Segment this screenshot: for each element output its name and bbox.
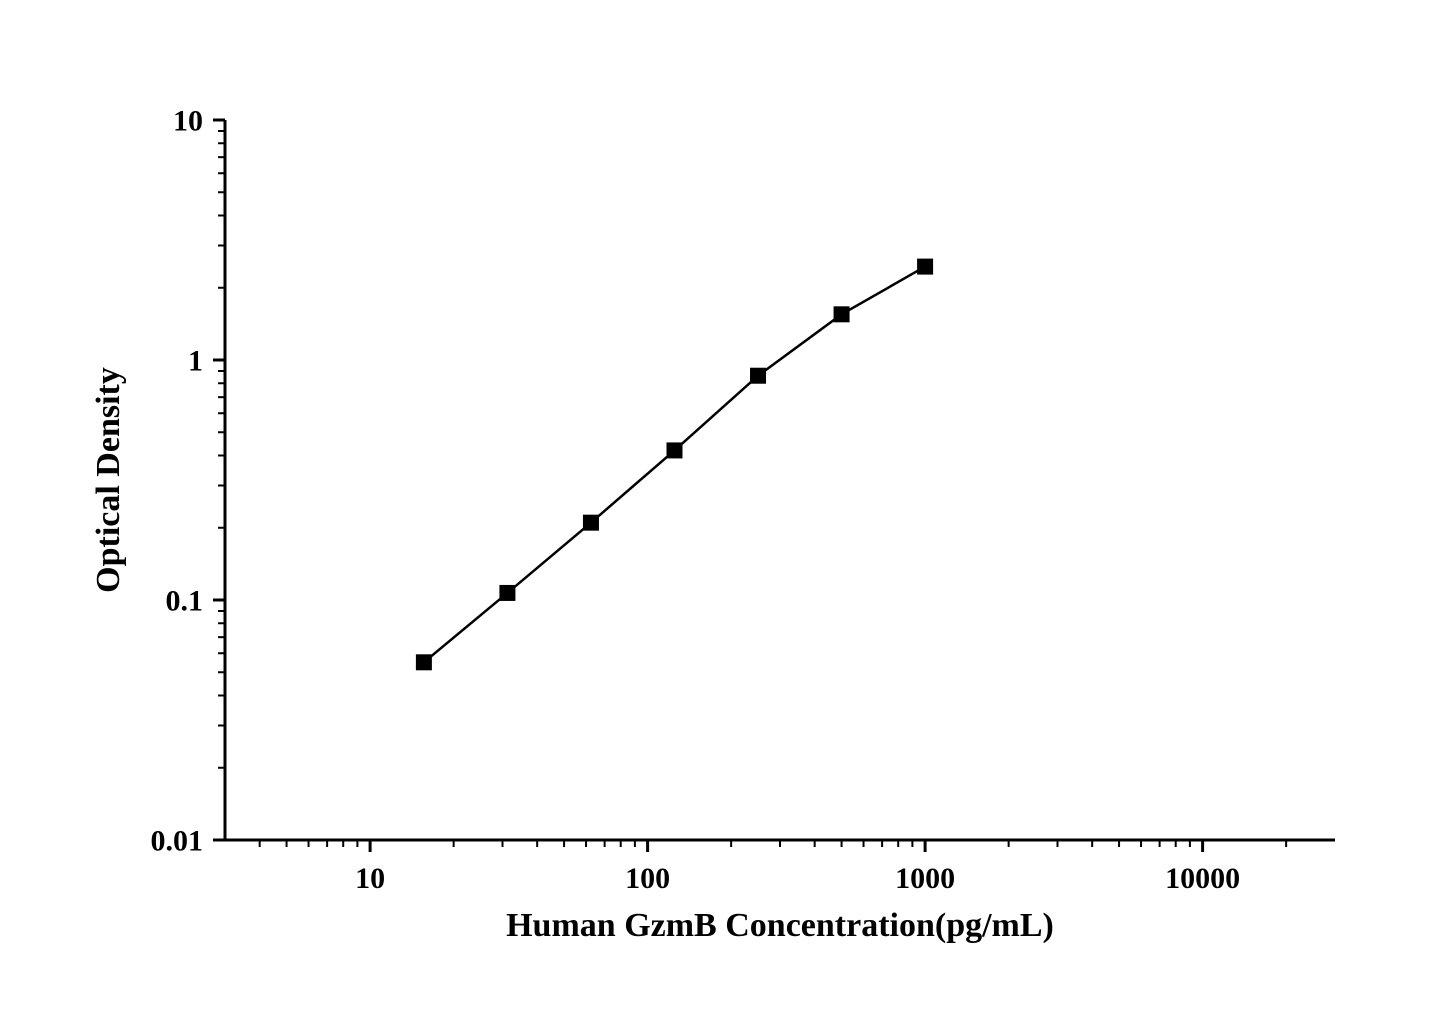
y-tick-label: 0.01 — [151, 825, 204, 858]
chart-container: 10 100 1000 10000 0.01 0.1 1 10 Human GzmB Conce… — [0, 0, 1445, 1009]
data-marker — [917, 259, 933, 275]
line-chart: 10 100 1000 10000 0.01 0.1 1 10 Human GzmB Conce… — [0, 0, 1445, 1009]
data-marker — [416, 654, 432, 670]
data-marker — [750, 368, 766, 384]
y-tick-label: 1 — [188, 345, 203, 378]
data-marker — [666, 442, 682, 458]
x-axis-label: Human GzmB Concentration(pg/mL) — [506, 907, 1054, 944]
x-tick-label: 1000 — [895, 862, 955, 895]
x-tick-label: 10000 — [1165, 862, 1240, 895]
data-marker — [834, 306, 850, 322]
data-marker — [583, 515, 599, 531]
y-tick-label: 10 — [173, 105, 203, 138]
y-tick-label: 0.1 — [166, 585, 204, 618]
x-tick-label: 10 — [355, 862, 385, 895]
data-marker — [499, 585, 515, 601]
x-tick-label: 100 — [625, 862, 670, 895]
y-axis-label: Optical Density — [90, 367, 127, 593]
